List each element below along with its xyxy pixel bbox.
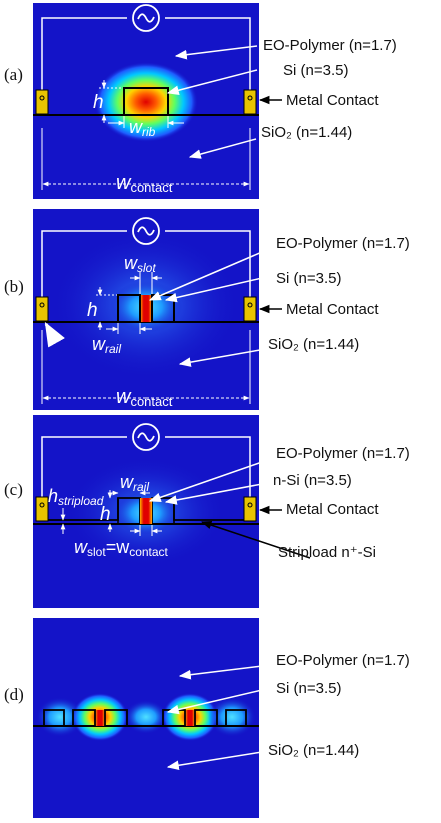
- w-rib-label: wrib: [129, 117, 156, 139]
- panel-a-circuit-wire-right: [165, 17, 251, 90]
- w-rail-label: wrail: [92, 334, 121, 356]
- arrow-icon: [148, 251, 263, 301]
- metal-contact-right: [243, 496, 257, 522]
- h-label: h: [93, 92, 104, 113]
- arrow-icon: [188, 138, 257, 159]
- h-label: h: [100, 504, 111, 525]
- stripload-label: Stripload n⁺-Si: [278, 544, 376, 561]
- panel-a: h wrib wcontact (a) EO-Polymer (n=1.7) S…: [4, 3, 397, 199]
- contact-dot: [39, 502, 45, 508]
- mode-glow-weak: [124, 700, 168, 734]
- silicon-segment: [194, 709, 218, 727]
- silicon-segment: [43, 709, 65, 727]
- arrow-icon: [164, 277, 263, 303]
- w-rail-label: wrail: [120, 472, 149, 494]
- arrow-icon: [178, 665, 263, 680]
- arrow-icon: [174, 45, 258, 60]
- metal-contact-left: [35, 89, 49, 115]
- slot-field: [140, 498, 152, 524]
- arrow-icon: [166, 689, 263, 715]
- w-contact-label: wcontact: [116, 386, 173, 409]
- oxide-label: SiO₂ (n=1.44): [268, 742, 359, 759]
- eo-polymer-label: EO-Polymer (n=1.7): [263, 37, 397, 54]
- panel-c: hstripload h wrail wslot=wcontact (c) EO…: [4, 415, 410, 608]
- metal-contact-label: Metal Contact: [286, 92, 379, 109]
- metal-contact-right: [243, 89, 257, 115]
- eo-polymer-label: EO-Polymer (n=1.7): [276, 652, 410, 669]
- silicon-segment: [225, 709, 247, 727]
- n-silicon-label: n-Si (n=3.5): [273, 472, 352, 489]
- panel-b-circuit-wire: [41, 230, 127, 297]
- h-stripload-label: hstripload: [48, 486, 104, 508]
- slot-field: [140, 295, 152, 322]
- panel-b-circuit-wire-right: [165, 230, 251, 297]
- metal-contact-left: [35, 296, 49, 322]
- ac-source-wave: [137, 13, 155, 23]
- arrow-icon: [201, 521, 311, 559]
- silicon-label: Si (n=3.5): [276, 680, 341, 697]
- arrow-icon: [148, 461, 263, 502]
- arrow-icon: [166, 69, 258, 95]
- h-label: h: [87, 300, 98, 321]
- slot-field: [95, 710, 105, 726]
- panel-label: (a): [4, 65, 23, 84]
- panel-label: (c): [4, 480, 23, 499]
- silicon-rail-left: [117, 294, 141, 323]
- silicon-rib: [123, 87, 169, 116]
- panel-c-circuit-wire: [41, 436, 127, 497]
- contact-dot: [247, 302, 253, 308]
- w-contact-label: wcontact: [116, 172, 173, 195]
- oxide-label: SiO₂ (n=1.44): [261, 124, 352, 141]
- silicon-label: Si (n=3.5): [283, 62, 348, 79]
- silicon-label: Si (n=3.5): [276, 270, 341, 287]
- mode-glow-weak: [208, 697, 256, 737]
- slot-field: [185, 710, 195, 726]
- ac-source-wave: [137, 432, 155, 442]
- metal-contact-left: [35, 496, 49, 522]
- contact-dot: [247, 95, 253, 101]
- ac-source-wave: [137, 226, 155, 236]
- w-slot-label: wslot: [124, 253, 156, 275]
- panel-a-circuit-wire: [41, 17, 127, 90]
- eo-polymer-label: EO-Polymer (n=1.7): [276, 235, 410, 252]
- w-slot-equals-w-contact-label: wslot=wcontact: [74, 537, 169, 559]
- panel-c-circuit-wire-right: [165, 436, 251, 497]
- panel-label: (b): [4, 277, 24, 296]
- arrow-icon: [164, 483, 263, 505]
- metal-contact-right: [243, 296, 257, 322]
- oxide-label: SiO₂ (n=1.44): [268, 336, 359, 353]
- silicon-segment: [104, 709, 128, 727]
- silicon-segment: [72, 709, 96, 727]
- panel-label: (d): [4, 685, 24, 704]
- eo-polymer-label: EO-Polymer (n=1.7): [276, 445, 410, 462]
- panel-d: (d) EO-Polymer (n=1.7) Si (n=3.5) SiO₂ (…: [4, 618, 410, 818]
- arrow-icon: [44, 321, 65, 348]
- panel-b: h wslot wrail wcontact (b) EO-Polymer (n…: [4, 209, 410, 410]
- arrow-icon: [166, 751, 263, 771]
- metal-contact-label: Metal Contact: [286, 501, 379, 518]
- metal-contact-label: Metal Contact: [286, 301, 379, 318]
- arrow-icon: [178, 349, 261, 367]
- contact-dot: [39, 95, 45, 101]
- contact-dot: [39, 302, 45, 308]
- contact-dot: [247, 502, 253, 508]
